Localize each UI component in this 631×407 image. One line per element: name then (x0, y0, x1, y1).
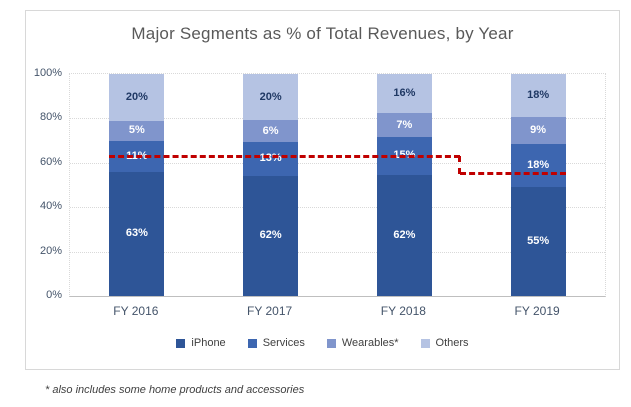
chart-frame: Major Segments as % of Total Revenues, b… (25, 10, 620, 370)
legend-label: Services (262, 337, 305, 349)
category-cell: 18% 9% 18% 55% (471, 74, 605, 297)
chart-title: Major Segments as % of Total Revenues, b… (131, 24, 514, 43)
legend-label: iPhone (191, 337, 226, 349)
bar-segment-wearables: 7% (376, 113, 432, 137)
bar-segment-others: 16% (376, 74, 432, 114)
bar-segment-wearables: 5% (109, 120, 165, 141)
legend-item-iphone: iPhone (176, 337, 226, 349)
x-tick-label: FY 2018 (380, 304, 426, 318)
y-tick-label: 80% (39, 111, 62, 124)
legend-label: Others (435, 337, 469, 349)
legend-label: Wearables* (341, 337, 399, 349)
x-axis: FY 2016 FY 2017 FY 2018 FY 2019 (69, 304, 604, 318)
legend-swatch (326, 338, 336, 348)
data-label: 11% (126, 149, 148, 162)
bar-segment-services: 11% (109, 140, 165, 172)
y-tick-label: 20% (39, 244, 62, 257)
bar-fy-2018: 16% 7% 15% 62% (376, 74, 432, 296)
data-label: 63% (125, 227, 148, 240)
data-label: 9% (530, 124, 547, 137)
bar-fy-2017: 20% 6% 13% 62% (243, 74, 299, 296)
data-label: 13% (259, 152, 282, 165)
bar-segment-iphone: 62% (243, 175, 299, 296)
category-cell: 20% 6% 13% 62% (204, 74, 338, 296)
bar-segment-iphone: 62% (376, 174, 432, 296)
data-label: 18% (527, 159, 550, 172)
y-tick-label: 0% (46, 289, 62, 301)
bar-segment-wearables: 9% (510, 117, 566, 145)
data-label: 6% (262, 124, 279, 137)
bar-segment-iphone: 55% (510, 187, 566, 297)
legend-item-services: Services (247, 337, 305, 349)
bar-segment-others: 20% (243, 74, 299, 121)
bar-segment-others: 20% (109, 74, 165, 121)
bar-fy-2019: 18% 9% 18% 55% (510, 74, 566, 297)
data-label: 55% (527, 235, 550, 248)
legend-item-others: Others (420, 337, 469, 349)
bar-segment-iphone: 63% (109, 171, 165, 296)
bar-segment-others: 18% (510, 74, 566, 118)
data-label: 18% (527, 89, 550, 102)
x-tick-label: FY 2016 (113, 304, 159, 318)
bar-segment-services: 18% (510, 144, 566, 188)
data-label: 16% (393, 87, 416, 100)
x-tick-label: FY 2019 (514, 304, 560, 318)
legend-swatch (420, 338, 430, 348)
y-tick-label: 40% (39, 200, 62, 213)
x-tick-label: FY 2017 (247, 304, 293, 318)
legend-item-wearables: Wearables* (326, 337, 399, 349)
gridline (70, 207, 605, 209)
bars: 20% 5% 11% 63% 20% 6% 13% 62% 16% 7% 15% 62% 18% 9% 18… (70, 74, 605, 297)
bar-segment-services: 13% (243, 141, 299, 176)
data-label: 62% (259, 229, 282, 242)
data-label: 15% (393, 149, 416, 162)
data-label: 5% (128, 124, 145, 137)
gridline (70, 118, 605, 120)
footnote: * also includes some home products and a… (45, 384, 305, 396)
data-label: 20% (125, 90, 148, 103)
data-label: 7% (396, 118, 413, 131)
data-label: 20% (259, 90, 282, 103)
category-cell: 20% 5% 11% 63% (70, 74, 204, 296)
legend: iPhone Services Wearables* Others (26, 337, 619, 349)
plot-area: 20% 5% 11% 63% 20% 6% 13% 62% 16% 7% 15% 62% 18% 9% 18… (69, 73, 606, 297)
category-cell: 16% 7% 15% 62% (338, 74, 472, 296)
data-label: 62% (393, 228, 416, 241)
legend-swatch (247, 338, 257, 348)
gridline (70, 251, 605, 253)
y-tick-label: 60% (39, 155, 62, 168)
legend-swatch (176, 338, 186, 348)
bar-segment-wearables: 6% (243, 120, 299, 142)
gridline (70, 162, 605, 164)
bar-segment-services: 15% (376, 136, 432, 175)
y-tick-label: 100% (33, 67, 62, 79)
bar-fy-2016: 20% 5% 11% 63% (109, 74, 165, 296)
